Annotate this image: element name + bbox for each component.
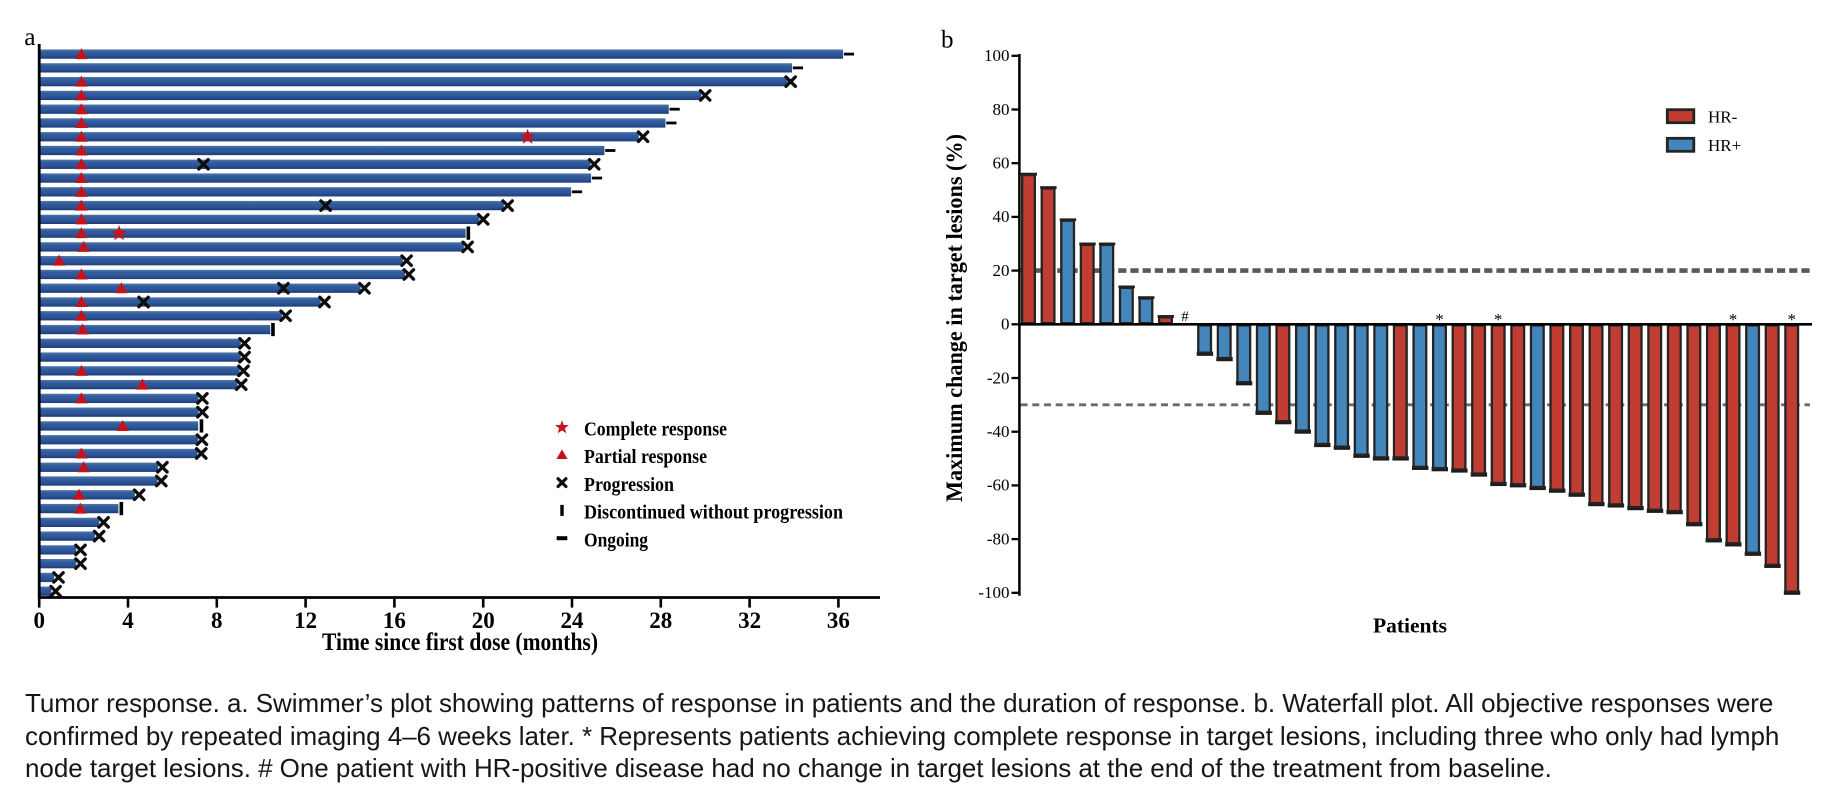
svg-text:Maximum change in target lesio: Maximum change in target lesions (%): [942, 134, 968, 502]
svg-text:HR-: HR-: [1708, 107, 1738, 126]
svg-text:Patients: Patients: [1373, 614, 1447, 638]
svg-text:4: 4: [122, 608, 134, 633]
svg-text:*: *: [1729, 310, 1738, 329]
svg-text:28: 28: [649, 608, 672, 633]
svg-text:b: b: [941, 27, 954, 54]
svg-text:-80: -80: [987, 529, 1010, 548]
svg-text:60: 60: [993, 154, 1010, 173]
svg-text:HR+: HR+: [1708, 136, 1741, 155]
svg-text:100: 100: [984, 46, 1010, 65]
svg-text:Partial response: Partial response: [584, 447, 707, 468]
svg-text:20: 20: [472, 608, 495, 633]
svg-text:Progression: Progression: [584, 475, 674, 496]
svg-text:32: 32: [738, 608, 761, 633]
svg-text:*: *: [1494, 310, 1503, 329]
svg-text:*: *: [1787, 310, 1796, 329]
svg-text:0: 0: [33, 608, 45, 633]
svg-text:-40: -40: [987, 422, 1010, 441]
svg-text:#: #: [1181, 309, 1189, 325]
svg-text:a: a: [24, 23, 35, 51]
svg-text:20: 20: [993, 261, 1010, 280]
svg-text:40: 40: [993, 207, 1010, 226]
svg-text:-20: -20: [987, 368, 1010, 387]
svg-text:12: 12: [294, 608, 317, 633]
svg-text:-100: -100: [978, 583, 1009, 602]
svg-text:Ongoing: Ongoing: [584, 531, 648, 552]
svg-text:24: 24: [561, 608, 585, 633]
svg-text:36: 36: [827, 608, 850, 633]
svg-text:Discontinued without progressi: Discontinued without progression: [584, 503, 843, 524]
svg-text:-60: -60: [987, 476, 1010, 495]
svg-text:80: 80: [993, 100, 1010, 119]
svg-text:Time since first dose (months): Time since first dose (months): [322, 629, 598, 656]
svg-text:*: *: [1435, 310, 1444, 329]
svg-text:8: 8: [211, 608, 223, 633]
svg-text:16: 16: [383, 608, 406, 633]
svg-text:Complete response: Complete response: [584, 419, 727, 440]
svg-text:0: 0: [1001, 315, 1010, 334]
